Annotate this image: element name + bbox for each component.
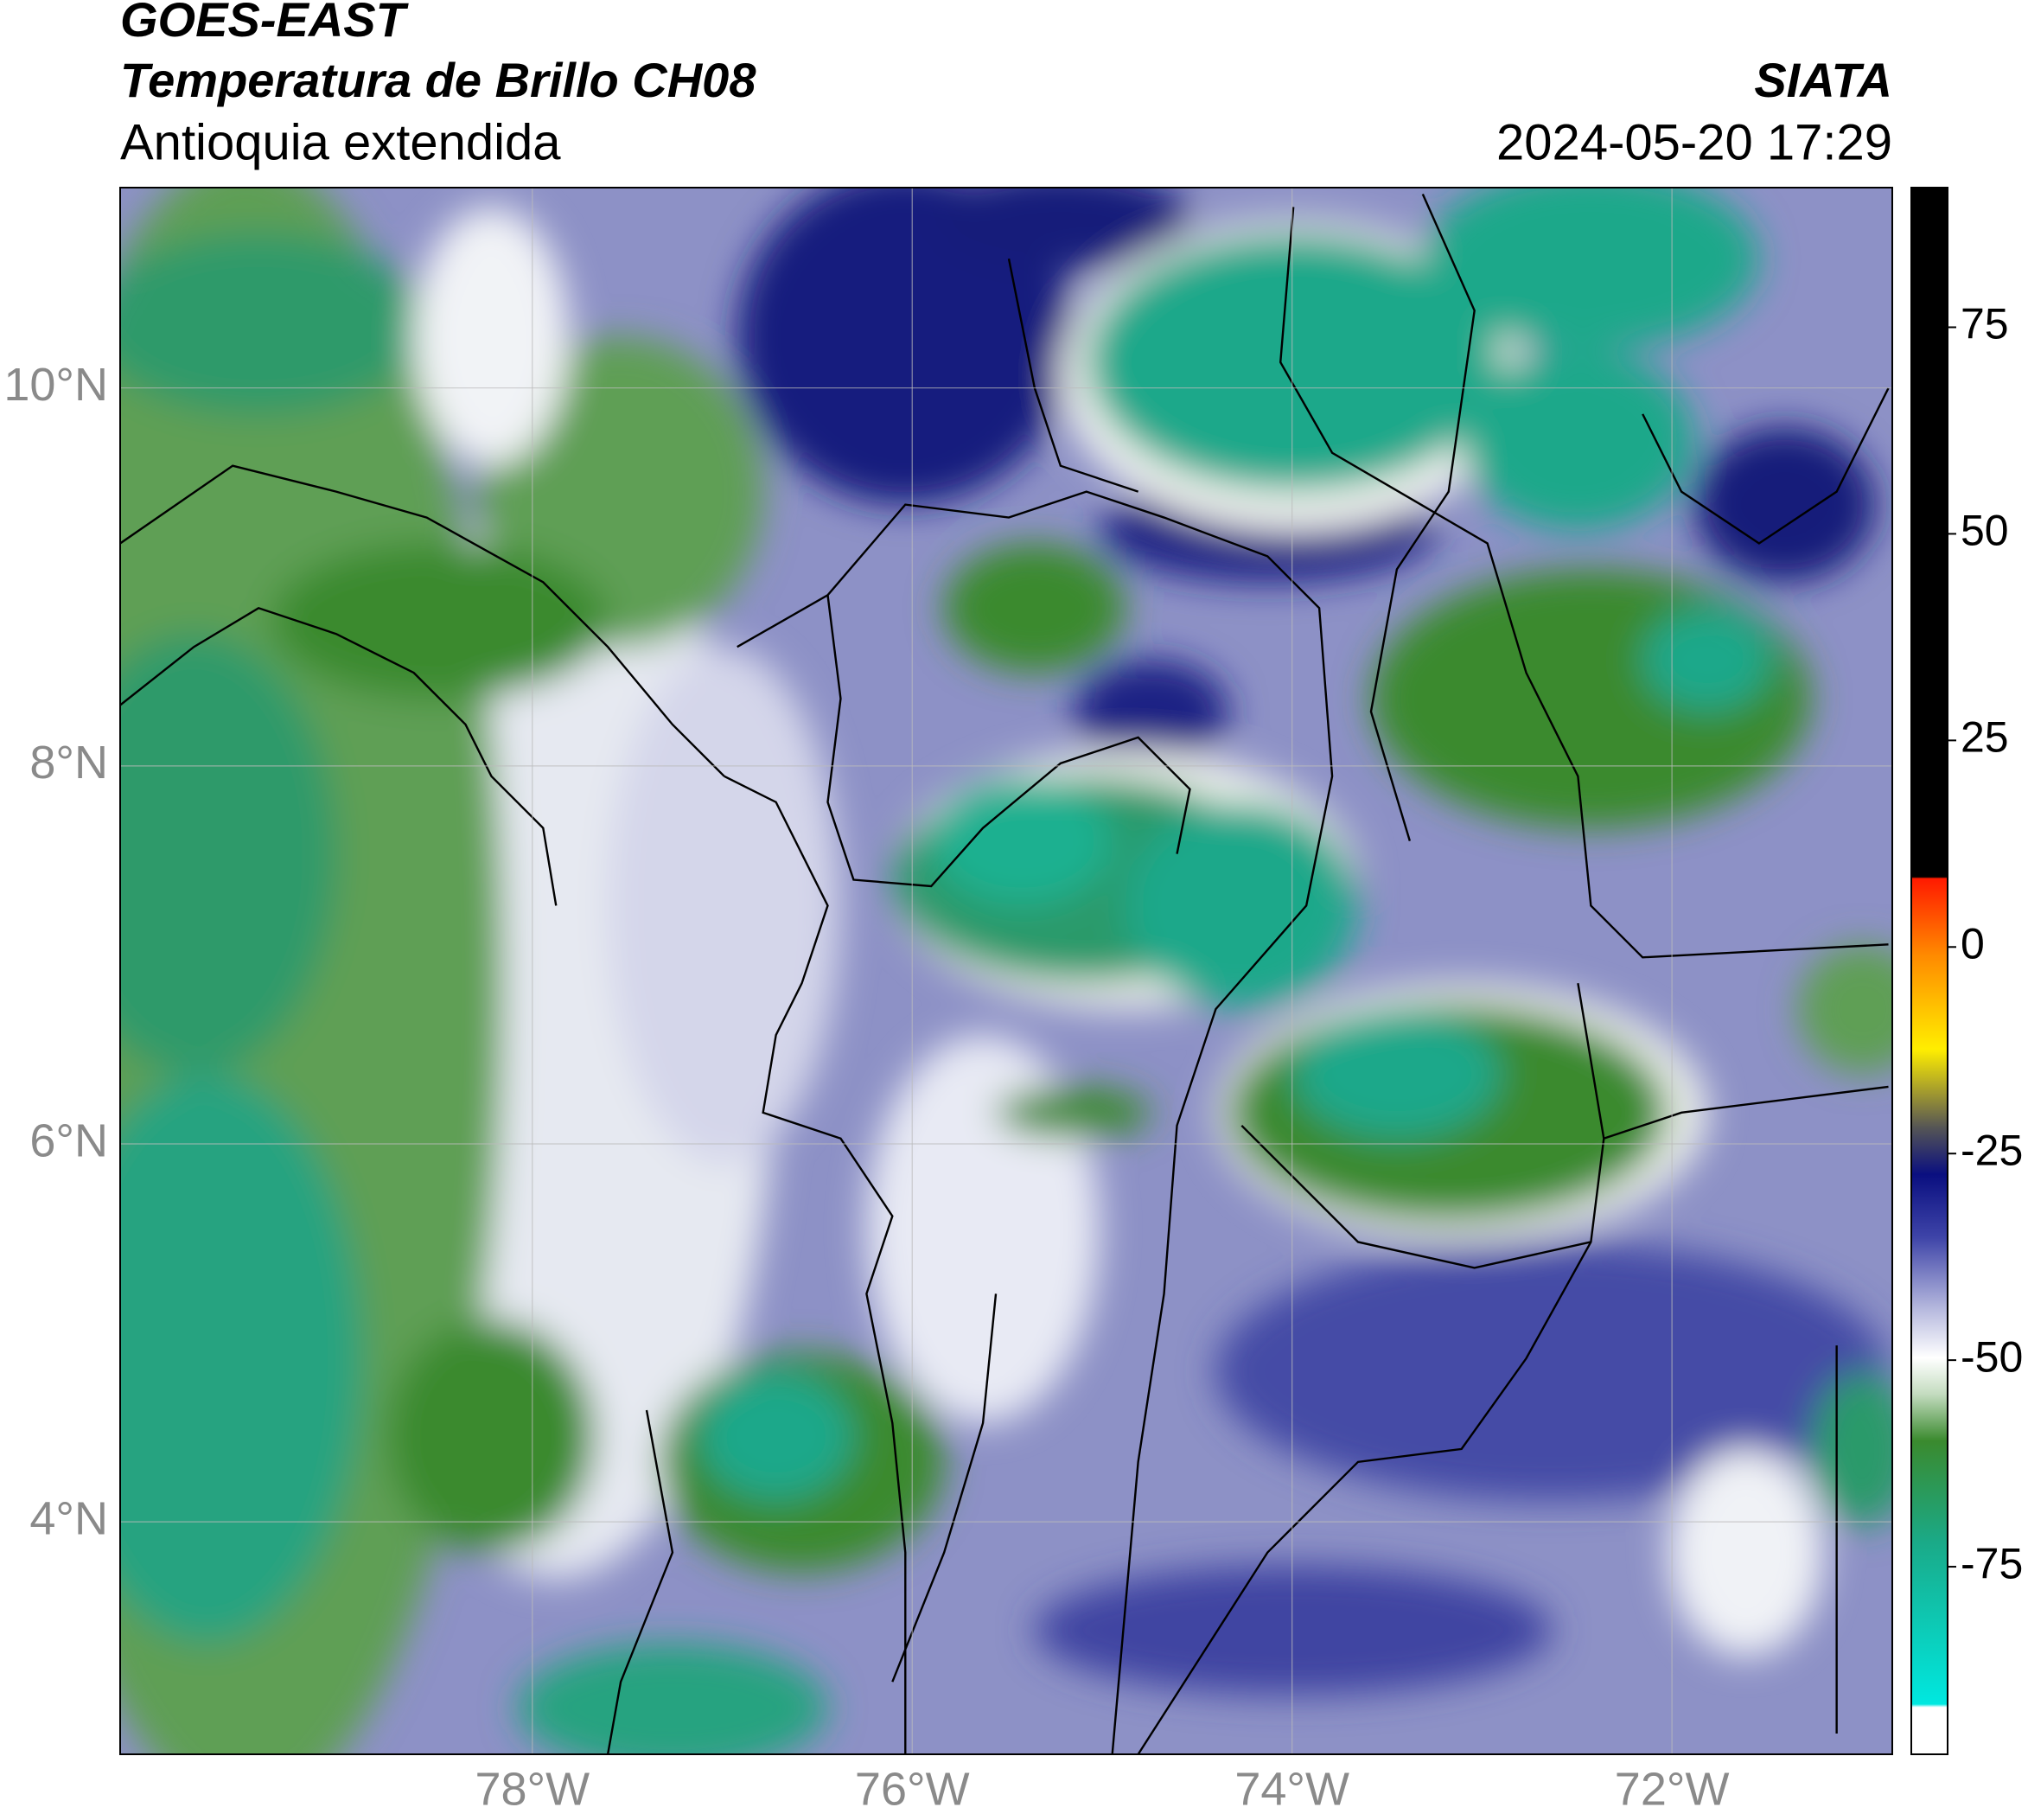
x-tick-label: 76°W: [855, 1763, 970, 1815]
colorbar-tick-label: 25: [1961, 713, 2009, 762]
colorbar-tick-label: -75: [1961, 1539, 2023, 1587]
y-tick-label: 10°N: [3, 359, 108, 411]
title: GOES-EAST: [120, 0, 410, 47]
colorbar: [1910, 187, 1948, 1755]
map-frame: [119, 187, 1893, 1755]
x-tick-label: 78°W: [475, 1763, 590, 1815]
subtitle: Temperatura de Brillo CH08: [120, 53, 756, 107]
timestamp: 2024-05-20 17:29: [1496, 114, 1892, 170]
colorbar-ticks: 75 50 25 0 -25 -50 -75: [1948, 300, 2023, 1587]
y-tick-label: 8°N: [29, 737, 108, 789]
colorbar-tick-label: 75: [1961, 300, 2009, 348]
region: Antioquia extendida: [120, 114, 561, 170]
y-tick-label: 6°N: [29, 1114, 108, 1166]
colorbar-tick-label: 0: [1961, 919, 1985, 967]
y-tick-label: 4°N: [29, 1492, 108, 1544]
colorbar-tick-label: -50: [1961, 1332, 2023, 1381]
grid: [120, 188, 1892, 1754]
satellite-image: [120, 188, 1892, 1754]
colorbar-tick-label: 50: [1961, 507, 2009, 555]
x-tick-label: 72°W: [1615, 1763, 1730, 1815]
x-tick-label: 74°W: [1234, 1763, 1349, 1815]
source: SIATA: [1754, 53, 1892, 107]
colorbar-tick-label: -25: [1961, 1126, 2023, 1174]
